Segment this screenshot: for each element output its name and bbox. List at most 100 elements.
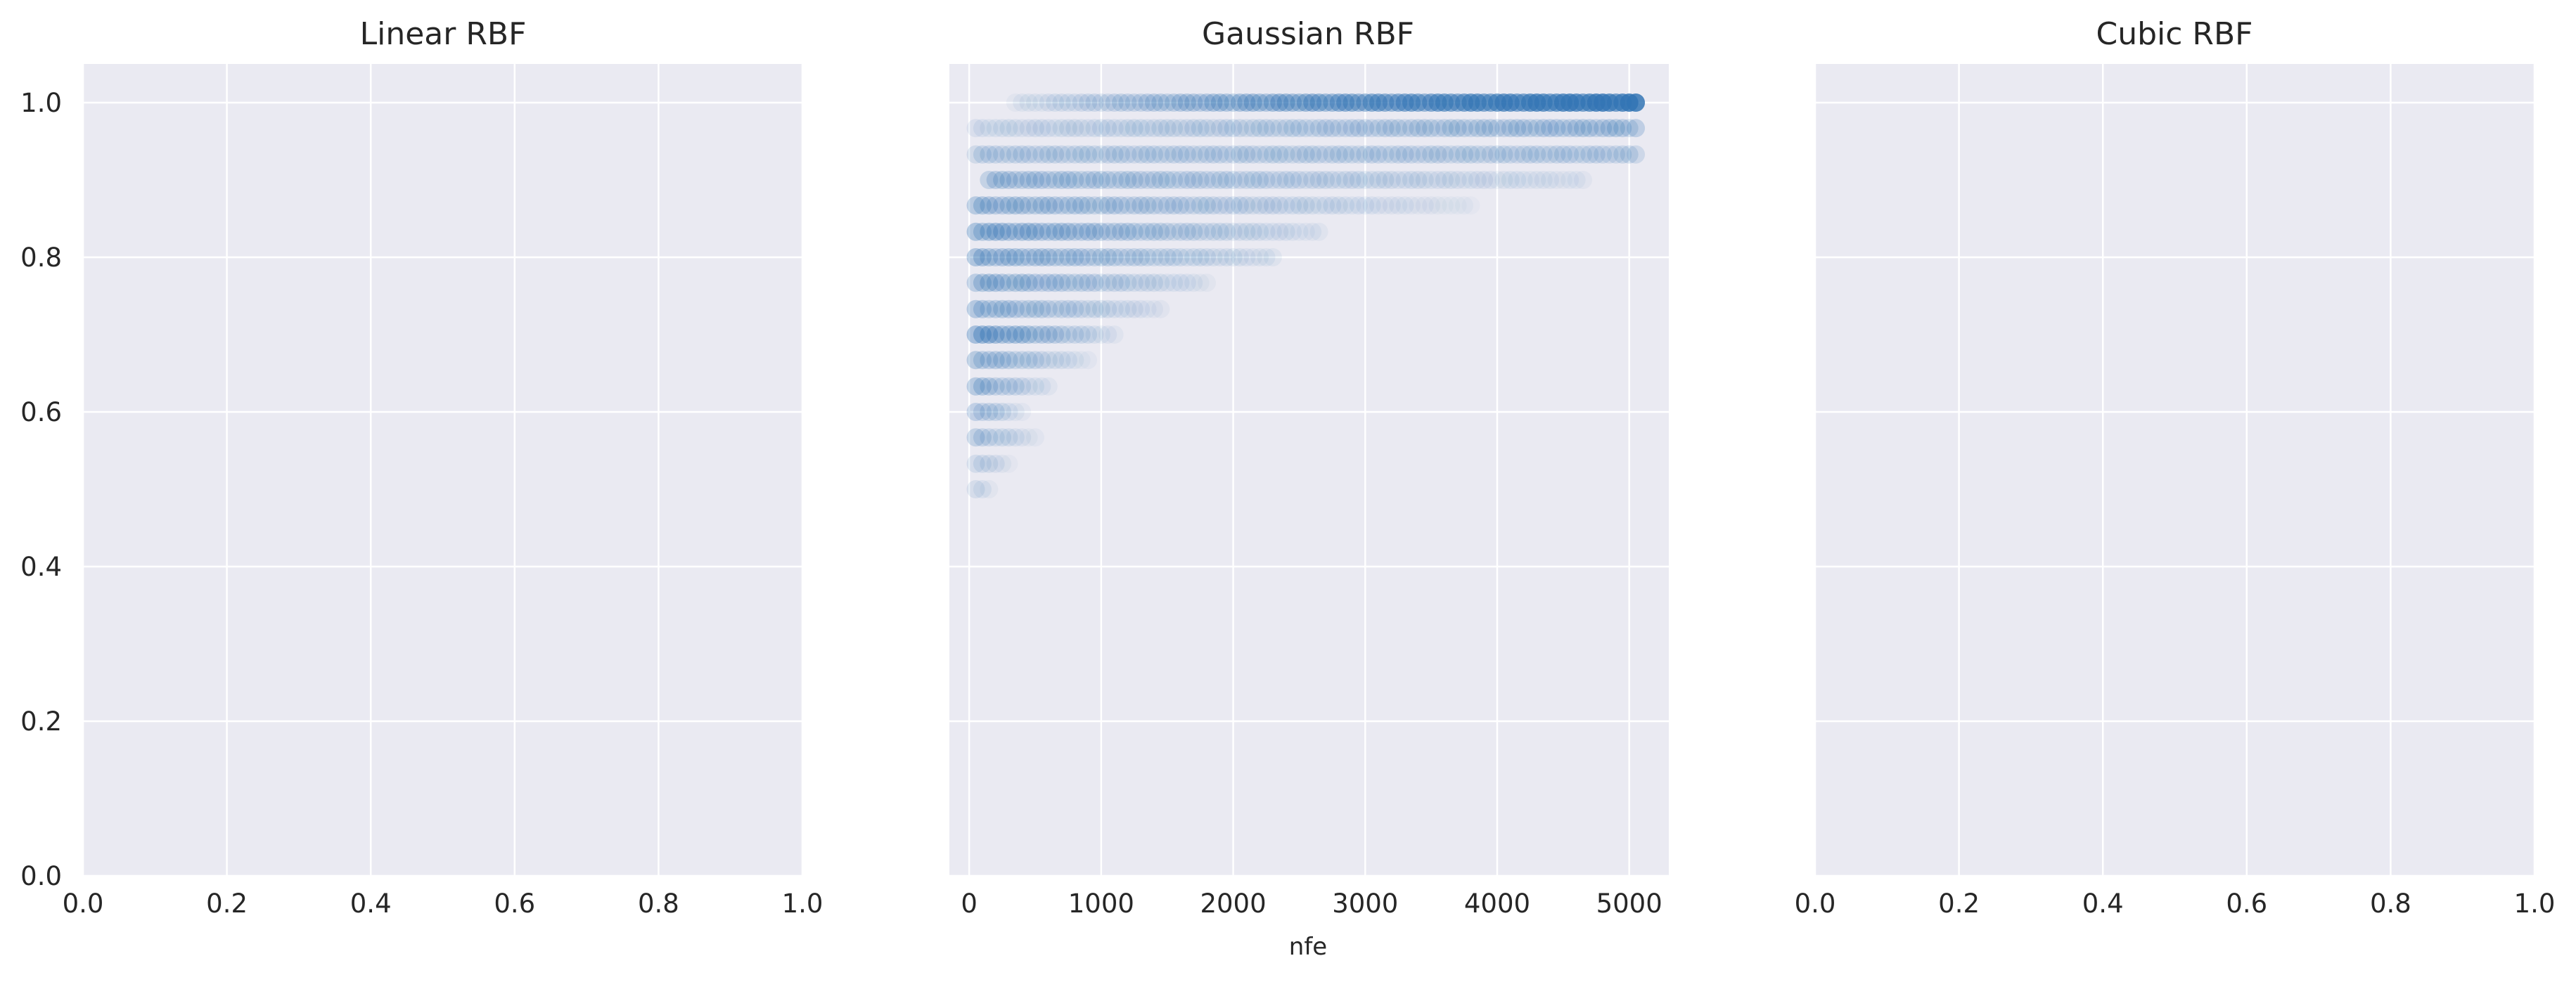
data-point bbox=[1032, 119, 1051, 138]
data-point bbox=[1435, 171, 1454, 189]
data-point bbox=[1026, 351, 1045, 370]
data-point bbox=[1013, 171, 1032, 189]
data-point bbox=[1283, 171, 1302, 189]
data-point bbox=[1144, 171, 1163, 189]
data-point bbox=[1085, 222, 1104, 241]
data-point bbox=[1316, 196, 1335, 215]
data-point bbox=[1032, 377, 1051, 396]
data-point bbox=[1198, 222, 1217, 241]
data-point bbox=[1296, 145, 1315, 164]
data-point bbox=[1026, 325, 1045, 344]
data-point bbox=[1091, 171, 1110, 189]
data-point bbox=[1250, 222, 1269, 241]
y-tick-label: 0.2 bbox=[20, 706, 62, 737]
data-point bbox=[1257, 222, 1276, 241]
data-point bbox=[1191, 222, 1210, 241]
data-point bbox=[1006, 403, 1025, 421]
data-point bbox=[1243, 222, 1262, 241]
data-point bbox=[1019, 145, 1038, 164]
data-point bbox=[1085, 273, 1104, 292]
data-point bbox=[1276, 222, 1295, 241]
data-point bbox=[1191, 119, 1210, 138]
data-point bbox=[1382, 196, 1401, 215]
data-point bbox=[1132, 171, 1151, 189]
data-point bbox=[1013, 351, 1032, 370]
data-point bbox=[1309, 145, 1328, 164]
data-point bbox=[1013, 273, 1032, 292]
data-point bbox=[1303, 196, 1322, 215]
data-point bbox=[1138, 93, 1157, 112]
data-point bbox=[1303, 145, 1322, 164]
data-point bbox=[1191, 248, 1210, 266]
data-point bbox=[1402, 145, 1421, 164]
data-point bbox=[966, 377, 985, 396]
data-point bbox=[973, 299, 992, 318]
data-point bbox=[1606, 119, 1625, 138]
data-point bbox=[1336, 145, 1355, 164]
data-point bbox=[999, 171, 1018, 189]
data-point bbox=[1019, 299, 1038, 318]
data-point bbox=[1224, 119, 1243, 138]
data-point bbox=[1052, 93, 1071, 112]
data-point bbox=[1091, 325, 1110, 344]
data-point bbox=[1151, 119, 1170, 138]
data-point bbox=[1613, 119, 1632, 138]
data-point bbox=[1362, 196, 1381, 215]
data-point bbox=[1204, 196, 1223, 215]
data-point bbox=[1356, 145, 1375, 164]
data-point bbox=[1270, 93, 1289, 112]
data-point bbox=[1468, 119, 1487, 138]
data-point bbox=[1026, 248, 1045, 266]
data-point bbox=[1058, 145, 1077, 164]
data-point bbox=[1138, 145, 1157, 164]
data-point bbox=[1085, 325, 1104, 344]
data-point bbox=[966, 403, 985, 421]
data-point bbox=[1316, 119, 1335, 138]
data-point bbox=[1098, 325, 1117, 344]
data-point bbox=[1046, 273, 1065, 292]
data-point bbox=[1402, 196, 1421, 215]
data-point bbox=[1461, 196, 1480, 214]
data-point bbox=[1098, 299, 1117, 318]
data-point bbox=[1118, 93, 1137, 112]
data-point bbox=[966, 273, 985, 292]
data-point bbox=[1362, 145, 1381, 164]
data-point bbox=[973, 325, 992, 344]
data-point bbox=[993, 248, 1012, 266]
data-point bbox=[1395, 196, 1414, 215]
data-point bbox=[1283, 145, 1302, 164]
data-point bbox=[986, 403, 1005, 421]
data-point bbox=[1600, 145, 1619, 164]
data-point bbox=[1283, 119, 1302, 138]
data-point bbox=[1151, 222, 1170, 241]
data-point bbox=[1079, 273, 1098, 292]
data-point bbox=[1409, 145, 1428, 164]
data-point bbox=[1329, 171, 1348, 189]
x-tick-label: 0.8 bbox=[2370, 889, 2411, 919]
data-point bbox=[1065, 171, 1084, 189]
data-point bbox=[1323, 196, 1342, 215]
data-point bbox=[1520, 119, 1539, 138]
data-point bbox=[1290, 93, 1309, 112]
data-point bbox=[1138, 196, 1157, 215]
data-point bbox=[980, 222, 999, 241]
data-point bbox=[1124, 119, 1143, 138]
data-point bbox=[1091, 273, 1110, 292]
data-point bbox=[1323, 93, 1342, 112]
data-point bbox=[1118, 299, 1137, 318]
data-point bbox=[973, 403, 992, 421]
data-point bbox=[1091, 248, 1110, 266]
data-point bbox=[966, 325, 985, 344]
data-point bbox=[1415, 145, 1434, 164]
data-point bbox=[1171, 145, 1190, 164]
data-point bbox=[1079, 145, 1098, 164]
data-point bbox=[1224, 145, 1243, 164]
data-point bbox=[1079, 171, 1098, 189]
data-point bbox=[999, 196, 1018, 215]
data-point bbox=[1091, 145, 1110, 164]
data-point bbox=[1230, 145, 1249, 164]
data-point bbox=[1243, 93, 1262, 112]
data-point bbox=[1349, 119, 1368, 138]
data-point bbox=[993, 299, 1012, 318]
data-point bbox=[1303, 171, 1322, 189]
